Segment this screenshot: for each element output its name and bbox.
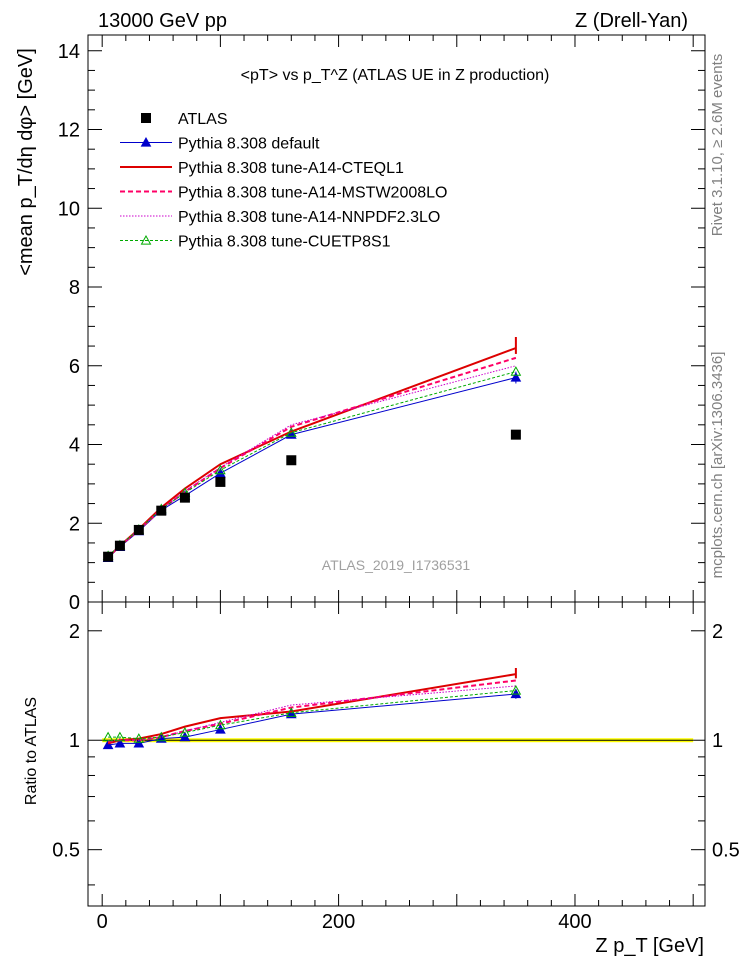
series-line: [107, 365, 517, 558]
y-tick-label: 0: [69, 592, 80, 614]
ratio-series-marker: [155, 731, 167, 742]
ratio-series-line: [108, 693, 516, 746]
y-tick-label: 2: [69, 513, 80, 535]
ratio-ylabel: Ratio to ATLAS: [23, 697, 40, 805]
ratio-y-tick-label: 0.5: [52, 840, 80, 862]
ratio-panel-frame: [87, 601, 706, 907]
ratio-series-line: [107, 673, 517, 745]
y-tick-label: 14: [58, 41, 80, 63]
legend-label: Pythia 8.308 tune-A14-MSTW2008LO: [178, 185, 447, 202]
legend-entry: Pythia 8.308 tune-A14-NNPDF2.3LO: [120, 209, 440, 226]
legend-marker: [140, 234, 152, 245]
ratio-series-line: [107, 679, 517, 743]
mcplots-label: mcplots.cern.ch [arXiv:1306.3436]: [709, 352, 726, 579]
y-tick-label: 4: [69, 435, 80, 457]
data-point: [510, 429, 521, 440]
ratio-y-tick-label: 2: [69, 621, 80, 643]
data-point: [215, 476, 226, 487]
series-marker: [285, 427, 297, 437]
data-point: [179, 492, 190, 503]
header-right: Z (Drell-Yan): [575, 10, 688, 32]
main-ylabel: <mean p_T/dη dφ> [GeV]: [15, 48, 37, 276]
y-tick-label: 8: [69, 277, 80, 299]
ratio-y-tick-label-right: 0.5: [712, 840, 740, 862]
y-tick-label: 12: [58, 120, 80, 142]
y-tick-label: 6: [69, 356, 80, 378]
ratio-series-marker: [133, 737, 145, 748]
legend-entry: Pythia 8.308 default: [120, 136, 320, 153]
x-axis-label: Z p_T [GeV]: [595, 935, 704, 957]
ratio-series-marker: [102, 731, 114, 742]
ratio-y-tick-label-right: 2: [712, 621, 723, 643]
legend-entry: ATLAS: [141, 111, 228, 128]
series-marker: [215, 464, 226, 475]
series-line: [107, 347, 517, 558]
legend-label: Pythia 8.308 tune-A14-NNPDF2.3LO: [178, 209, 440, 226]
series-marker: [510, 366, 522, 376]
series-marker: [215, 467, 226, 478]
data-point: [286, 455, 297, 466]
ratio-y-tick-label: 1: [69, 730, 80, 752]
series-line: [107, 377, 517, 559]
watermark: ATLAS_2019_I1736531: [322, 557, 471, 573]
header-left: 13000 GeV pp: [98, 10, 227, 32]
x-tick-label: 200: [322, 911, 355, 933]
ratio-series-marker: [285, 707, 297, 717]
ratio-series-marker: [114, 731, 126, 742]
ratio-series-marker: [133, 733, 145, 743]
legend-label: Pythia 8.308 default: [178, 136, 320, 153]
legend-label: Pythia 8.308 tune-CUETP8S1: [178, 234, 391, 251]
data-point: [103, 551, 114, 562]
ratio-series-marker: [510, 684, 522, 695]
series-line: [107, 356, 517, 558]
ratio-series-marker: [102, 739, 114, 750]
data-point: [114, 540, 125, 551]
legend-entry: Pythia 8.308 tune-A14-CTEQL1: [120, 160, 404, 177]
data-point: [133, 524, 144, 535]
ratio-series-marker: [215, 719, 226, 730]
legend-label: Pythia 8.308 tune-A14-CTEQL1: [178, 160, 404, 177]
x-tick-label: 0: [97, 911, 108, 933]
ratio-y-tick-label-right: 1: [712, 730, 723, 752]
ratio-series-marker: [179, 727, 191, 737]
rivet-label: Rivet 3.1.10, ≥ 2.6M events: [709, 54, 726, 237]
y-tick-label: 10: [58, 198, 80, 220]
series-marker: [510, 372, 522, 382]
legend-marker: [140, 136, 152, 147]
series-line: [107, 371, 517, 557]
ratio-series-line: [108, 685, 516, 741]
ratio-series-line: [108, 690, 516, 740]
legend-entry: Pythia 8.308 tune-A14-MSTW2008LO: [120, 185, 447, 202]
data-point: [156, 505, 167, 516]
legend-label: ATLAS: [178, 111, 228, 128]
chart-title: <pT> vs p_T^Z (ATLAS UE in Z production): [241, 67, 550, 84]
legend-marker: [141, 113, 151, 123]
ratio-series-marker: [285, 708, 297, 719]
ratio-series-marker: [179, 731, 191, 742]
legend-entry: Pythia 8.308 tune-CUETP8S1: [120, 234, 391, 251]
ratio-series-marker: [510, 688, 522, 699]
x-tick-label: 400: [558, 911, 591, 933]
ratio-series-marker: [114, 737, 126, 748]
